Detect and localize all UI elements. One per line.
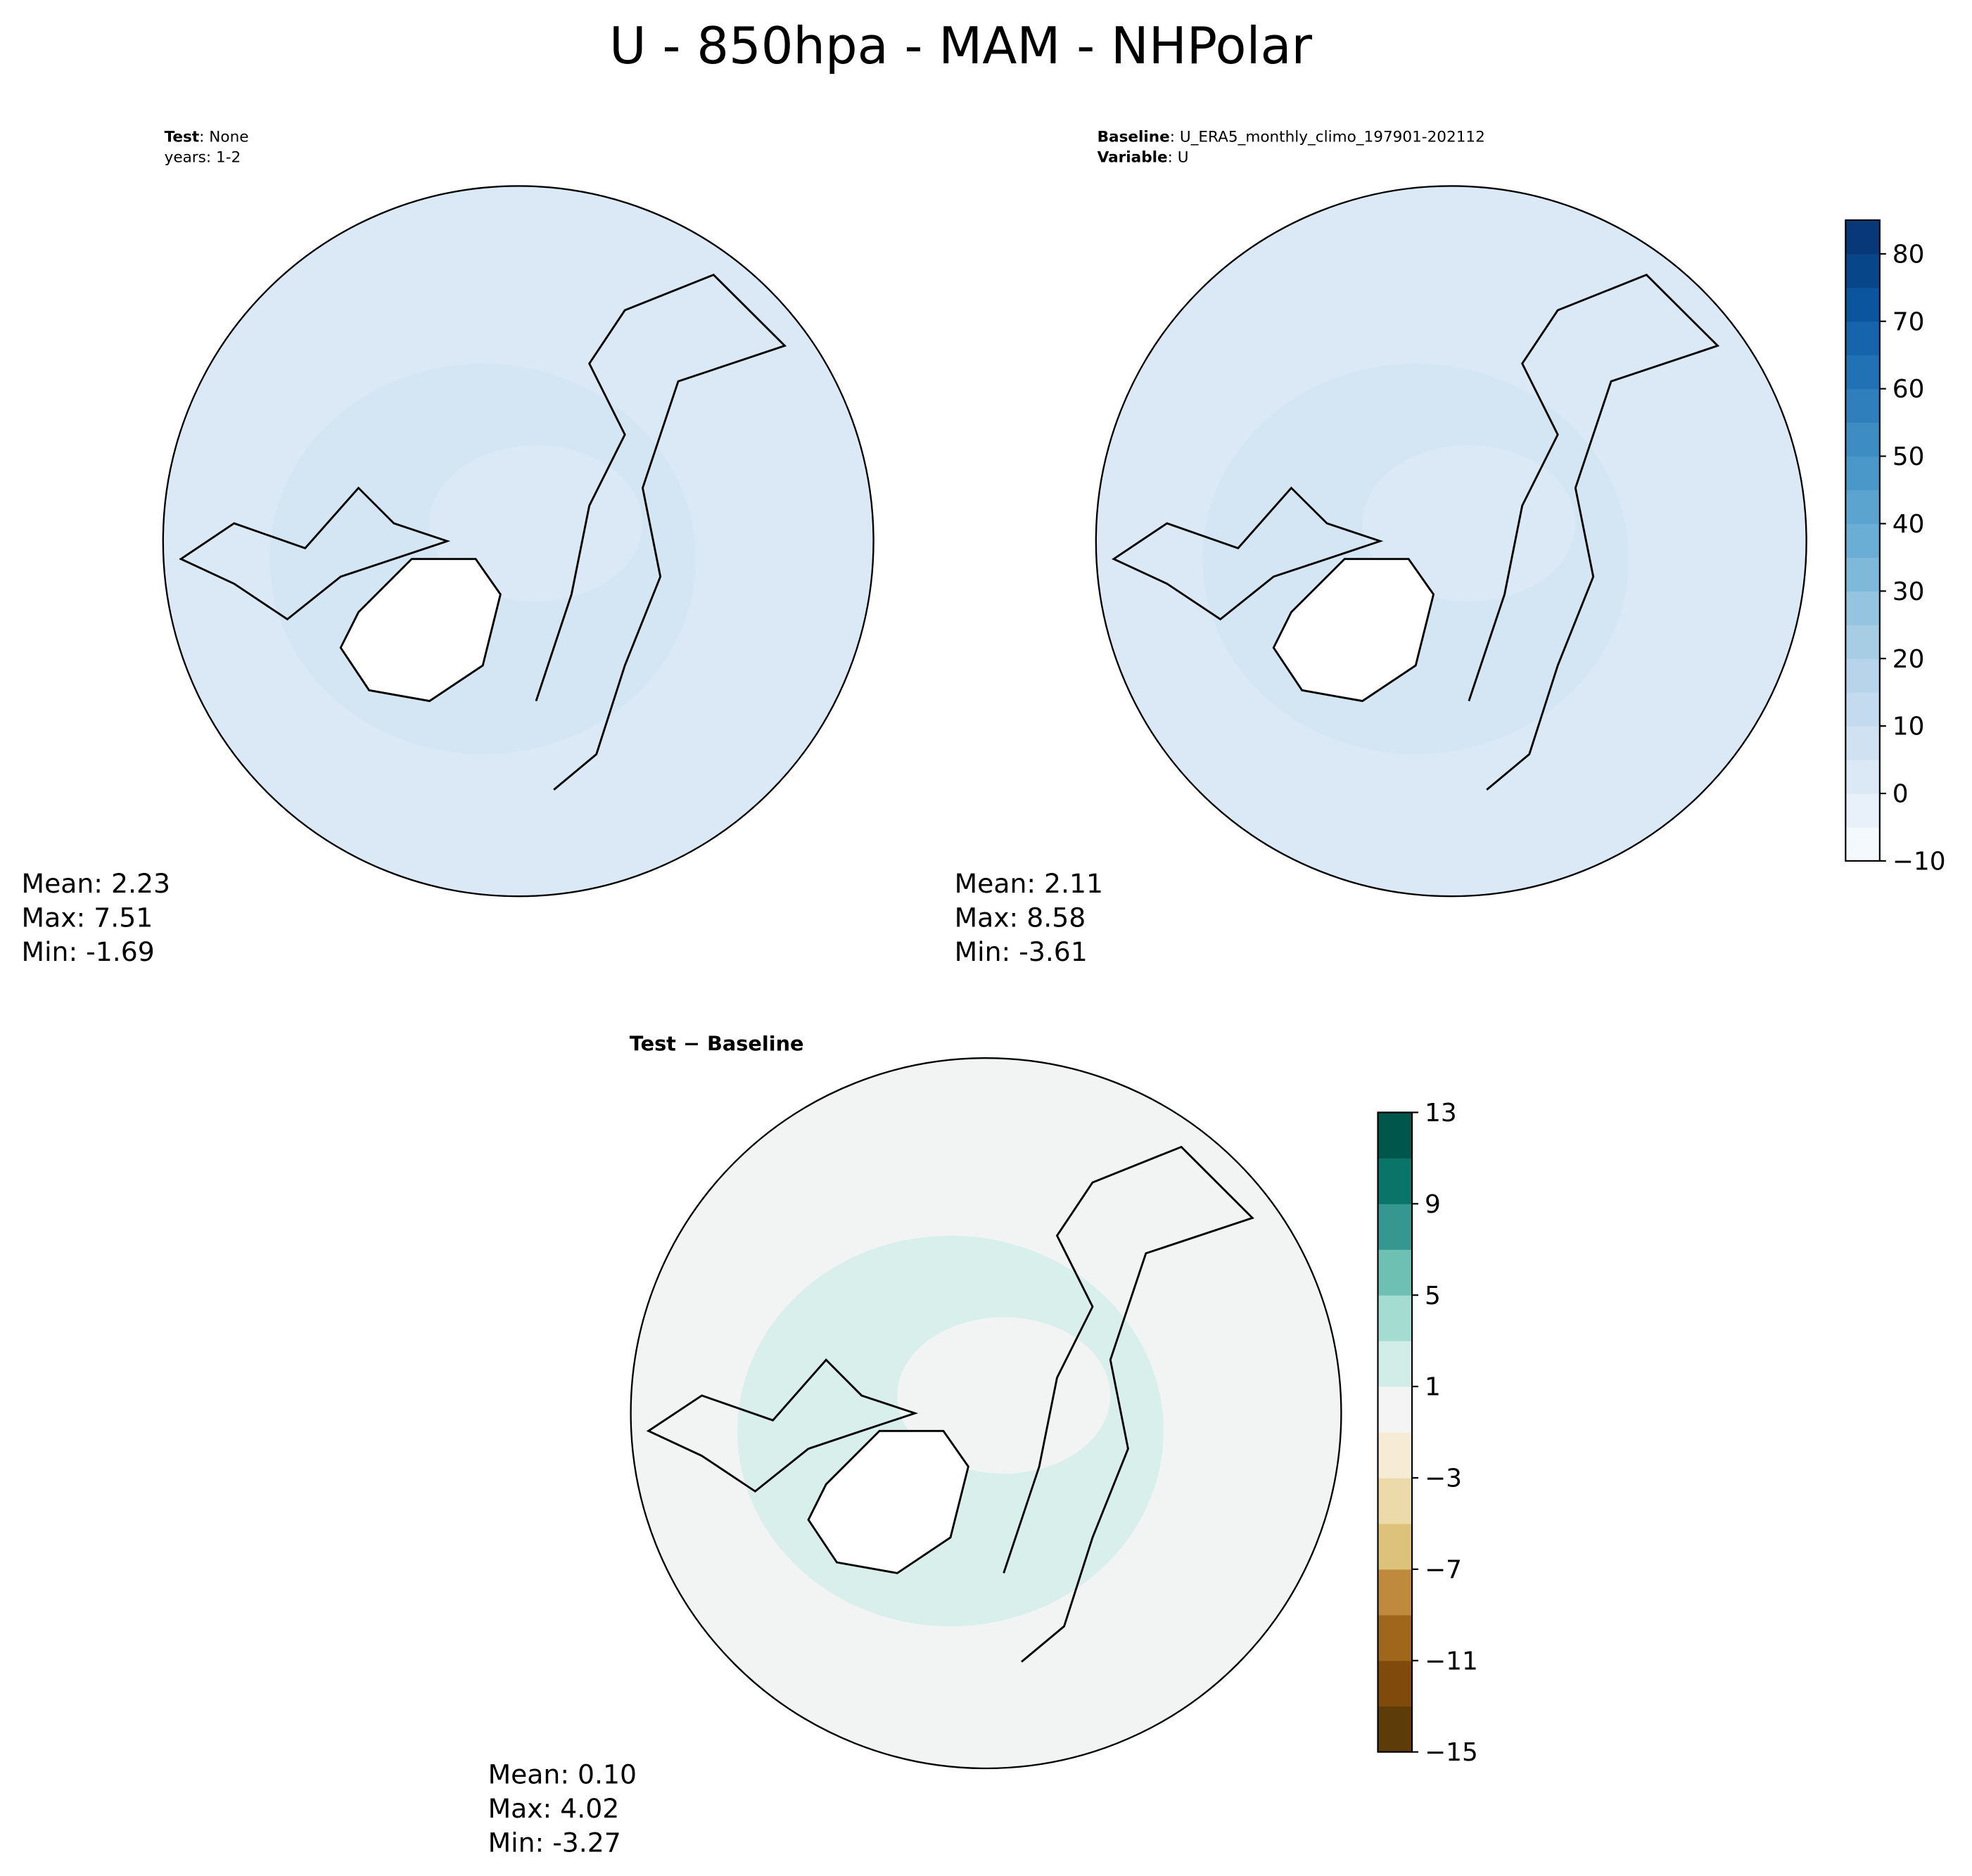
panel-header: years: 1-2	[165, 148, 241, 166]
colorbar-tick-label: 0	[1893, 780, 1909, 809]
colorbar-segment	[1845, 793, 1880, 828]
map-panel	[1095, 185, 1807, 898]
land-eurasia	[1468, 274, 1720, 791]
land-eurasia	[535, 274, 787, 791]
colorbar-tick-label: −15	[1425, 1738, 1478, 1767]
land-eurasia	[1003, 1145, 1254, 1663]
colorbar-tick-label: 5	[1425, 1282, 1441, 1310]
panel-header: Baseline: U_ERA5_monthly_climo_197901-20…	[1098, 129, 1485, 146]
field-core	[429, 445, 643, 602]
stat-text: Min: -1.69	[22, 936, 155, 967]
stat-text: Min: -3.61	[955, 936, 1088, 967]
colorbar-segment	[1845, 591, 1880, 625]
colorbar-segment	[1378, 1706, 1413, 1753]
header-text: : U	[1168, 148, 1189, 166]
map-field	[1095, 186, 1807, 897]
stat-text: Min: -3.27	[488, 1827, 621, 1858]
colorbar-segment	[1845, 355, 1880, 390]
stat-text: Mean: 0.10	[488, 1759, 637, 1790]
colorbar-segment	[1378, 1614, 1413, 1661]
colorbar-segment	[1378, 1204, 1413, 1250]
colorbar-tick-label: 30	[1893, 578, 1925, 606]
figure-title: U - 850hpa - MAM - NHPolar	[609, 16, 1312, 75]
header-bold: Baseline	[1098, 129, 1170, 146]
header-text: : U_ERA5_monthly_climo_197901-202112	[1170, 129, 1485, 146]
colorbar-segment	[1378, 1341, 1413, 1387]
map-field	[163, 186, 874, 897]
land-canada	[179, 486, 451, 621]
land-canada	[646, 1358, 919, 1493]
colorbar-tick-label: 9	[1425, 1190, 1441, 1219]
colorbar-tick-label: 20	[1893, 645, 1925, 674]
stat-text: Mean: 2.23	[22, 868, 170, 899]
colorbar-segment	[1845, 523, 1880, 558]
colorbar-tick-label: 40	[1893, 510, 1925, 539]
stat-text: Max: 8.58	[955, 902, 1086, 933]
colorbar-frame	[1377, 1111, 1413, 1753]
colorbar-segment	[1378, 1386, 1413, 1433]
stat-text: Mean: 2.11	[955, 868, 1103, 899]
colorbar-tick-label: 13	[1425, 1099, 1457, 1128]
land-greenland	[807, 1429, 969, 1574]
colorbar-segment	[1378, 1112, 1413, 1159]
colorbar-tick-label: −10	[1893, 847, 1946, 876]
panel-header: Test − Baseline	[630, 1031, 804, 1055]
colorbar-tick-label: 80	[1893, 240, 1925, 269]
colorbar-tick-label: 1	[1425, 1373, 1441, 1402]
header-text: years: 1-2	[165, 148, 241, 166]
map-panel	[162, 185, 874, 898]
header-bold: Test	[165, 129, 200, 146]
map-boundary	[1095, 185, 1807, 898]
colorbar-segment	[1845, 490, 1880, 524]
colorbar-segment	[1845, 760, 1880, 794]
panel-header: Test: None	[165, 129, 249, 146]
colorbar-tick-label: −7	[1425, 1555, 1462, 1584]
colorbar-tick-label: −3	[1425, 1465, 1462, 1493]
colorbar-segment	[1378, 1660, 1413, 1707]
field-core	[897, 1317, 1111, 1474]
colorbar-tick-label: 70	[1893, 307, 1925, 336]
colorbar-segment	[1378, 1249, 1413, 1296]
colorbar-segment	[1845, 422, 1880, 457]
map-field	[630, 1058, 1342, 1768]
stat-text: Max: 4.02	[488, 1793, 620, 1824]
colorbar-tick-label: 60	[1893, 375, 1925, 404]
colorbar-segment	[1845, 388, 1880, 423]
header-bold: Variable	[1098, 148, 1168, 166]
header-bold: Test − Baseline	[630, 1031, 804, 1055]
colorbar-segment	[1378, 1477, 1413, 1524]
colorbar-segment	[1845, 287, 1880, 322]
land-greenland	[1272, 558, 1435, 703]
colorbar-frame	[1845, 219, 1881, 862]
panel-header: Variable: U	[1098, 148, 1189, 166]
colorbar-segment	[1845, 625, 1880, 659]
colorbar-segment	[1845, 692, 1880, 727]
colorbar-tick-label: −11	[1425, 1647, 1478, 1676]
header-text: : None	[199, 129, 248, 146]
stat-text: Max: 7.51	[22, 902, 153, 933]
colorbar-segment	[1378, 1295, 1413, 1341]
colorbar-segment	[1378, 1158, 1413, 1204]
land-canada	[1112, 486, 1384, 621]
land-greenland	[339, 558, 502, 703]
colorbar-segment	[1845, 827, 1880, 862]
colorbar-segment	[1845, 219, 1880, 255]
colorbar-tick-label: 50	[1893, 442, 1925, 471]
colorbar-segment	[1378, 1523, 1413, 1570]
colorbar-segment	[1845, 557, 1880, 592]
colorbar-segment	[1845, 253, 1880, 288]
colorbar-tick-label: 10	[1893, 713, 1925, 741]
colorbar-segment	[1845, 456, 1880, 491]
map-boundary	[630, 1057, 1342, 1770]
colorbar-segment	[1845, 726, 1880, 760]
colorbar-segment	[1378, 1569, 1413, 1616]
colorbar-segment	[1845, 658, 1880, 693]
colorbar-segment	[1845, 321, 1880, 356]
field-core	[1362, 445, 1576, 602]
map-panel	[630, 1057, 1342, 1770]
colorbar-segment	[1378, 1432, 1413, 1479]
map-boundary	[162, 185, 874, 898]
